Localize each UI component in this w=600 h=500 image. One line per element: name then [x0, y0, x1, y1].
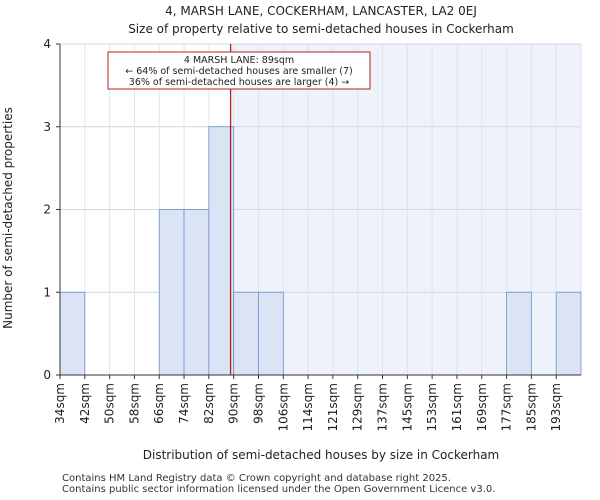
x-tick-label: 66sqm [152, 383, 166, 424]
footer-line-2: Contains public sector information licen… [62, 484, 496, 495]
x-tick-label: 98sqm [251, 383, 265, 424]
x-tick-label: 193sqm [549, 383, 563, 431]
y-tick-label: 4 [43, 37, 51, 51]
x-tick-label: 90sqm [227, 383, 241, 424]
chart-subtitle: Size of property relative to semi-detach… [128, 22, 514, 36]
y-tick-label: 0 [43, 368, 51, 382]
x-tick-label: 50sqm [103, 383, 117, 424]
annotation-smaller: ← 64% of semi-detached houses are smalle… [125, 66, 353, 77]
annotation-larger: 36% of semi-detached houses are larger (… [129, 77, 349, 88]
x-tick-label: 42sqm [78, 383, 92, 424]
x-tick-label: 114sqm [301, 383, 315, 431]
footer-line-1: Contains HM Land Registry data © Crown c… [62, 473, 451, 484]
chart-title: 4, MARSH LANE, COCKERHAM, LANCASTER, LA2… [165, 4, 477, 18]
bar-74sqm [183, 209, 210, 376]
y-tick-label: 1 [43, 285, 51, 299]
x-tick-label: 34sqm [53, 383, 67, 424]
bar-98sqm [258, 291, 284, 376]
annotation-title: 4 MARSH LANE: 89sqm [184, 55, 294, 66]
x-tick-label: 145sqm [400, 383, 414, 431]
y-axis-label: Number of semi-detached properties [1, 107, 15, 329]
x-tick-label: 185sqm [524, 383, 538, 431]
y-tick-label: 3 [43, 120, 51, 134]
x-axis-label: Distribution of semi-detached houses by … [143, 448, 499, 462]
x-tick-label: 74sqm [177, 383, 191, 424]
bar-90sqm [233, 291, 259, 376]
y-tick-label: 2 [43, 203, 51, 217]
x-tick-label: 161sqm [450, 383, 464, 431]
x-tick-label: 82sqm [202, 383, 216, 424]
x-tick-label: 58sqm [127, 383, 141, 424]
x-tick-label: 137sqm [376, 383, 390, 431]
bar-177sqm [506, 291, 532, 376]
plot-area: 0 1 2 3 4 34sqm 42sqm 50sqm 58sqm 66sqm 74sqm 82sqm… [43, 37, 582, 431]
x-tick-label: 121sqm [326, 383, 340, 431]
annotation-box [107, 51, 371, 90]
bar-193sqm [555, 291, 582, 376]
x-tick-label: 129sqm [351, 383, 365, 431]
x-tick-label: 177sqm [500, 383, 514, 431]
bar-34sqm [59, 291, 86, 376]
bar-82sqm [208, 126, 235, 376]
x-tick-label: 169sqm [475, 383, 489, 431]
x-tick-label: 106sqm [276, 383, 290, 431]
x-tick-label: 153sqm [425, 383, 439, 431]
bar-66sqm [158, 209, 185, 376]
